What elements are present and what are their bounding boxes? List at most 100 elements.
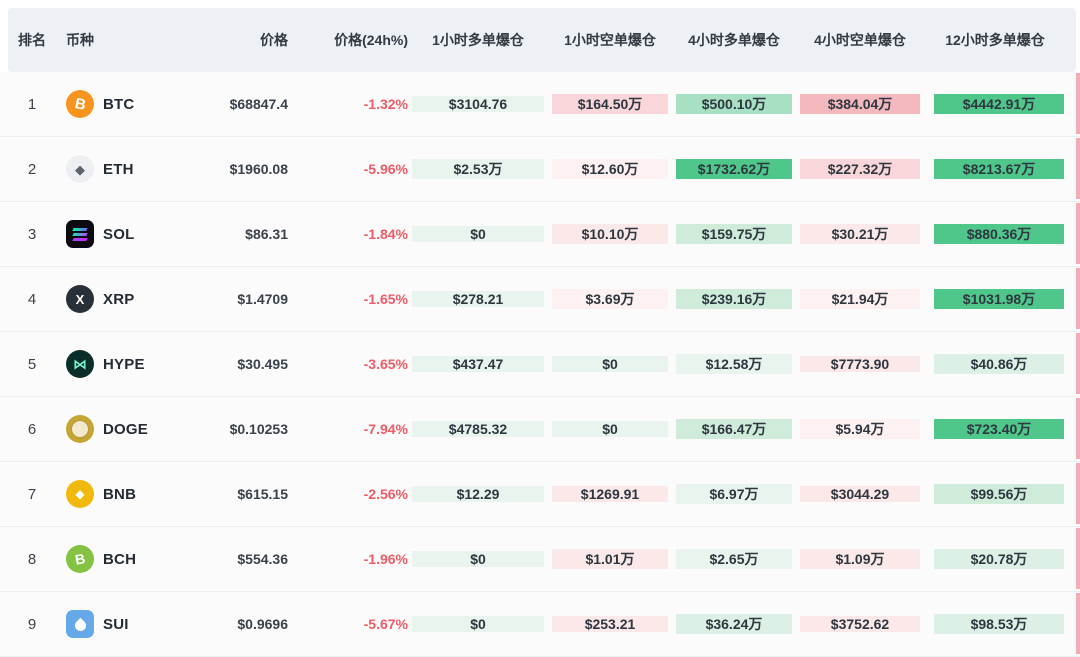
- table-header: 排名 币种 价格 价格(24h%) 1小时多单爆仓 1小时空单爆仓 4小时多单爆…: [8, 8, 1076, 72]
- liq-value: $40.86万: [934, 353, 1064, 374]
- price: $0.9696: [237, 616, 288, 632]
- rank: 7: [27, 485, 37, 503]
- table-row[interactable]: 4 X XRP $1.4709 -1.65% $278.21 $3.69万 $239.16万 $…: [0, 267, 1080, 332]
- table-row[interactable]: 3 SOL $86.31 -1.84% $0 $10.10万 $159.75万 $30.21万…: [0, 202, 1080, 267]
- coin-symbol: SUI: [103, 615, 129, 633]
- price: $1.4709: [237, 291, 288, 307]
- liq-4h-short-cell: $21.94万: [796, 267, 924, 331]
- eth-icon: ◆: [66, 155, 94, 183]
- price: $30.495: [237, 356, 288, 372]
- table-row[interactable]: 1 B BTC $68847.4 -1.32% $3104.76 $164.50万 $500.…: [0, 72, 1080, 137]
- icon-glyph: B: [72, 94, 88, 114]
- header-4h-long-liq: 4小时多单爆仓: [688, 32, 780, 48]
- bch-icon: B: [66, 545, 94, 573]
- table-row[interactable]: 7 ◆ BNB $615.15 -2.56% $12.29 $1269.91 $6.97万 $3…: [0, 462, 1080, 527]
- liq-12h-long-cell: $4442.91万: [924, 72, 1066, 136]
- liq-value: $159.75万: [676, 223, 792, 244]
- price: $1960.08: [229, 161, 288, 177]
- price: $86.31: [245, 226, 288, 242]
- table-row[interactable]: 2 ◆ ETH $1960.08 -5.96% $2.53万 $12.60万 $1732.62…: [0, 137, 1080, 202]
- liq-4h-short-cell: $7773.90: [796, 332, 924, 396]
- rank: 5: [27, 355, 37, 373]
- liq-value: $166.47万: [676, 418, 792, 439]
- liq-1h-short-cell: $1269.91: [548, 462, 672, 526]
- sol-bar: [72, 237, 88, 241]
- table-body: 1 B BTC $68847.4 -1.32% $3104.76 $164.50万 $500.…: [0, 72, 1080, 657]
- liq-value: $6.97万: [676, 483, 792, 504]
- liq-4h-short-cell: $5.94万: [796, 397, 924, 461]
- cropped-column-sliver: [1076, 593, 1080, 654]
- sol-icon: [66, 220, 94, 248]
- liq-value: $1269.91: [552, 485, 668, 502]
- coin-symbol: XRP: [103, 290, 135, 308]
- header-change-24h: 价格(24h%): [334, 32, 408, 48]
- liq-value: $239.16万: [676, 288, 792, 309]
- table-row[interactable]: 9 SUI $0.9696 -5.67% $0 $253.21 $36.24万 $3752.6…: [0, 592, 1080, 657]
- liq-1h-short-cell: $164.50万: [548, 72, 672, 136]
- rank: 6: [27, 420, 37, 438]
- liq-value: $500.10万: [676, 93, 792, 114]
- next-column-edge: [1066, 527, 1080, 591]
- icon-glyph: ◆: [75, 161, 85, 177]
- liq-value: $1732.62万: [676, 158, 792, 179]
- liq-4h-long-cell: $239.16万: [672, 267, 796, 331]
- liq-4h-short-cell: $227.32万: [796, 137, 924, 201]
- header-12h-long-liq: 12小时多单爆仓: [945, 32, 1045, 48]
- next-column-edge: [1066, 202, 1080, 266]
- liq-1h-long-cell: $0: [408, 592, 548, 656]
- liq-value: $36.24万: [676, 613, 792, 634]
- price-change-24h: -5.67%: [363, 616, 408, 632]
- table-row[interactable]: 5 ⋈ HYPE $30.495 -3.65% $437.47 $0 $12.58万 $7773…: [0, 332, 1080, 397]
- price: $0.10253: [229, 421, 288, 437]
- table-row[interactable]: 6 DOGE $0.10253 -7.94% $4785.32 $0 $166.47万 $5.…: [0, 397, 1080, 462]
- next-column-edge: [1066, 397, 1080, 461]
- liq-1h-long-cell: $437.47: [408, 332, 548, 396]
- coin-symbol: BCH: [103, 550, 137, 568]
- liq-value: $164.50万: [552, 93, 668, 114]
- liq-value: $0: [412, 225, 544, 242]
- liq-value: $5.94万: [800, 418, 920, 439]
- liq-value: $0: [412, 615, 544, 632]
- icon-glyph: ◆: [75, 487, 85, 501]
- liq-value: $227.32万: [800, 158, 920, 179]
- sui-icon: [66, 610, 94, 638]
- liq-1h-short-cell: $12.60万: [548, 137, 672, 201]
- liq-4h-short-cell: $384.04万: [796, 72, 924, 136]
- next-column-edge: [1066, 72, 1080, 136]
- cropped-column-sliver: [1076, 463, 1080, 524]
- coin-symbol: DOGE: [103, 420, 148, 438]
- next-column-edge: [1066, 137, 1080, 201]
- price: $68847.4: [229, 96, 288, 112]
- liq-value: $0: [552, 420, 668, 437]
- coin-cell: ◆ BNB: [56, 462, 188, 526]
- liq-1h-short-cell: $3.69万: [548, 267, 672, 331]
- liq-value: $12.60万: [552, 158, 668, 179]
- liq-value: $1.09万: [800, 548, 920, 569]
- coin-cell: B BTC: [56, 72, 188, 136]
- liq-value: $7773.90: [800, 355, 920, 372]
- liq-value: $4785.32: [412, 420, 544, 437]
- icon-glyph: B: [73, 550, 87, 568]
- cropped-column-sliver: [1076, 268, 1080, 329]
- cropped-column-sliver: [1076, 333, 1080, 394]
- liq-value: $2.53万: [412, 158, 544, 179]
- coin-symbol: HYPE: [103, 355, 145, 373]
- liq-value: $30.21万: [800, 223, 920, 244]
- price-change-24h: -2.56%: [363, 486, 408, 502]
- table-row[interactable]: 8 B BCH $554.36 -1.96% $0 $1.01万 $2.65万 $1.09万 $2…: [0, 527, 1080, 592]
- liq-value: $12.58万: [676, 353, 792, 374]
- header-coin: 币种: [66, 32, 94, 48]
- xrp-icon: X: [66, 285, 94, 313]
- liq-12h-long-cell: $40.86万: [924, 332, 1066, 396]
- next-column-edge: [1066, 267, 1080, 331]
- liq-12h-long-cell: $723.40万: [924, 397, 1066, 461]
- sol-bar: [72, 232, 88, 236]
- liq-4h-long-cell: $6.97万: [672, 462, 796, 526]
- liq-4h-long-cell: $1732.62万: [672, 137, 796, 201]
- rank: 8: [27, 550, 37, 568]
- header-1h-short-liq: 1小时空单爆仓: [564, 32, 656, 48]
- coin-cell: SOL: [56, 202, 188, 266]
- bnb-icon: ◆: [66, 480, 94, 508]
- liq-value: $3044.29: [800, 485, 920, 502]
- liq-value: $10.10万: [552, 223, 668, 244]
